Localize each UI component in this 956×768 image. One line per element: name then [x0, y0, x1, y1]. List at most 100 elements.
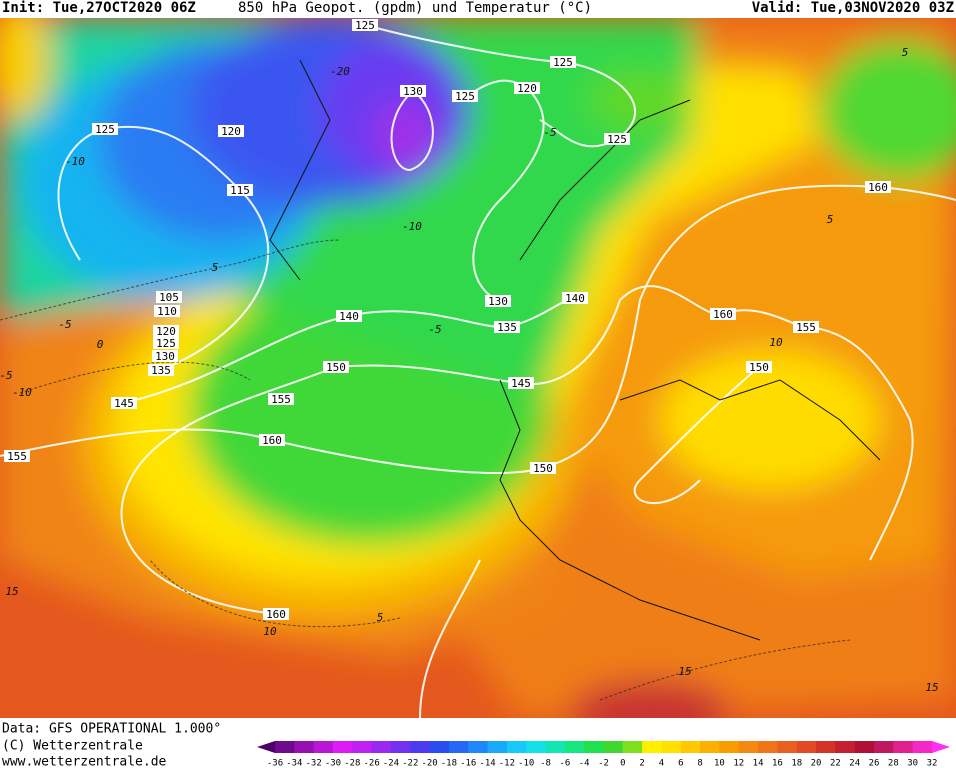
geopotential-label: 155	[7, 450, 27, 463]
geopotential-label: 135	[497, 321, 517, 334]
colorbar-cell	[506, 741, 527, 753]
contour-label-box	[452, 90, 478, 102]
isotherms	[0, 239, 851, 701]
colorbar-tick-label: -30	[325, 759, 341, 768]
colorbar-tick-label: -34	[286, 759, 302, 768]
colorbar-cell	[313, 741, 334, 753]
colorbar-tick-label: 20	[811, 759, 822, 768]
geopotential-label: 110	[157, 305, 177, 318]
colorbar-cell	[854, 741, 875, 753]
geopotential-contours	[0, 24, 956, 718]
contour-label-box	[4, 450, 30, 462]
colorbar-tick-label: 24	[849, 759, 860, 768]
init-time: Init: Tue,27OCT2020 06Z	[2, 0, 196, 16]
colorbar-cell	[564, 741, 585, 753]
geopotential-label: 160	[713, 308, 733, 321]
geopotential-label: 105	[159, 291, 179, 304]
colorbar-cell	[893, 741, 914, 753]
colorbar-cell	[448, 741, 469, 753]
colorbar-tick-label: -28	[344, 759, 360, 768]
colorbar-tick-label: -22	[402, 759, 418, 768]
colorbar-cell	[390, 741, 411, 753]
colorbar-cell	[526, 741, 547, 753]
geopotential-label: 155	[271, 393, 291, 406]
colorbar-tick-label: -8	[540, 759, 551, 768]
colorbar-arrow	[257, 741, 275, 753]
contour-label-box	[323, 361, 349, 373]
contour-label-box	[259, 434, 285, 446]
colorbar-tick-label: 18	[791, 759, 802, 768]
temperature-label: -5	[543, 126, 556, 139]
contour-label-box	[865, 181, 891, 193]
colorbar-tick-label: -2	[598, 759, 609, 768]
geopotential-label: 150	[749, 361, 769, 374]
temperature-label: -5	[0, 369, 13, 382]
colorbar-tick-label: 6	[678, 759, 683, 768]
contour-label-box	[268, 393, 294, 405]
colorbar-tick-label: 32	[927, 759, 938, 768]
temperature-label: -10	[12, 386, 32, 399]
colorbar-cell	[352, 741, 373, 753]
colorbar-arrow	[932, 741, 950, 753]
temperature-label: 5	[377, 611, 384, 624]
colorbar-cell	[487, 741, 508, 753]
geopotential-label: 140	[339, 310, 359, 323]
geopotential-label: 130	[155, 350, 175, 363]
contour-label-box	[508, 377, 534, 389]
contour-label-box	[153, 325, 179, 337]
colorbar-cell	[332, 741, 353, 753]
data-source: Data: GFS OPERATIONAL 1.000°	[2, 722, 221, 737]
contour-label-box	[227, 184, 253, 196]
map-field	[0, 18, 956, 718]
contour-label-box	[218, 125, 244, 137]
colorbar-tick-label: -24	[383, 759, 399, 768]
colorbar-tick-label: -16	[460, 759, 476, 768]
temperature-label: 10	[769, 336, 783, 349]
geopotential-label: 125	[156, 337, 176, 350]
colorbar-cell	[410, 741, 431, 753]
colorbar-cell	[642, 741, 662, 753]
geopotential-label: 130	[488, 295, 508, 308]
colorbar-cell	[700, 741, 720, 753]
contour-label-box	[352, 19, 378, 31]
contour-label-box	[793, 321, 819, 333]
temperature-label: -5	[428, 323, 441, 336]
colorbar-tick-label: 16	[772, 759, 783, 768]
geopotential-label: 125	[607, 133, 627, 146]
geopotential-label: 120	[517, 82, 537, 95]
colorbar-cell	[816, 741, 836, 753]
colorbar-cell	[603, 741, 624, 753]
temperature-label: -10	[402, 220, 422, 233]
colorbar-cell	[835, 741, 856, 753]
geopotential-label: 145	[114, 397, 134, 410]
contour-label-box	[263, 608, 289, 620]
temperature-label: 5	[827, 213, 834, 226]
contour-label-box	[92, 123, 118, 135]
geopotential-label: 160	[262, 434, 282, 447]
colorbar-tick-label: -36	[267, 759, 283, 768]
colorbar-cell	[371, 741, 392, 753]
colorbar-cell	[661, 741, 682, 753]
temperature-label: 5	[902, 46, 909, 59]
temperature-label: 5	[212, 261, 219, 274]
colorbar-cell	[275, 741, 295, 753]
temperature-label: -5	[58, 318, 71, 331]
colorbar-cell	[738, 741, 759, 753]
temperature-label: -10	[65, 155, 85, 168]
geopotential-label: 115	[230, 184, 250, 197]
colorbar-tick-label: -10	[518, 759, 534, 768]
map-title: 850 hPa Geopot. (gpdm) und Temperatur (°…	[238, 0, 592, 16]
colorbar-cell	[584, 741, 604, 753]
contour-label-box	[152, 350, 178, 362]
temperature-label: 0	[97, 338, 104, 351]
contour-label-box	[604, 133, 630, 145]
geopotential-label: 125	[553, 56, 573, 69]
geopotential-label: 130	[403, 85, 423, 98]
colorbar-cell	[758, 741, 778, 753]
colorbar-tick-label: 2	[639, 759, 644, 768]
colorbar-tick-label: -14	[479, 759, 495, 768]
temperature-label: 15	[5, 585, 18, 598]
colorbar-tick-label: -20	[421, 759, 437, 768]
contour-label-box	[485, 295, 511, 307]
